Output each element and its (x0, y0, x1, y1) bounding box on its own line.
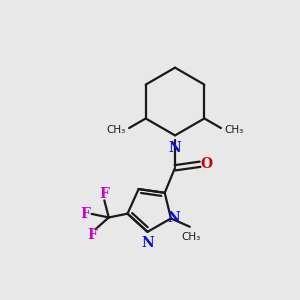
Text: F: F (80, 207, 90, 221)
Text: F: F (99, 188, 109, 202)
Text: CH₃: CH₃ (182, 232, 201, 242)
Text: N: N (169, 141, 182, 155)
Text: O: O (200, 157, 212, 171)
Text: CH₃: CH₃ (106, 125, 126, 135)
Text: N: N (141, 236, 154, 250)
Text: N: N (167, 212, 180, 226)
Text: F: F (88, 228, 98, 242)
Text: CH₃: CH₃ (224, 125, 244, 135)
